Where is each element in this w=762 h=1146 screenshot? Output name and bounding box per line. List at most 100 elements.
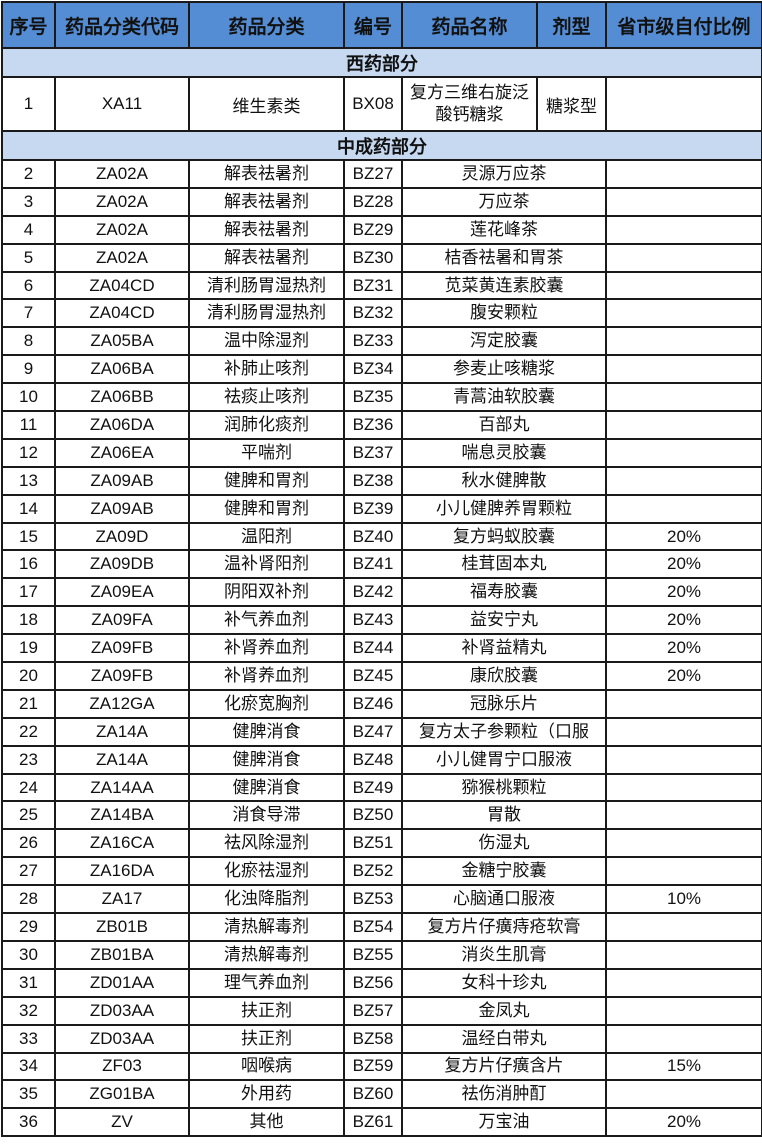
table-row: 10 ZA06BB 祛痰止咳剂 BZ35 青蒿油软胶囊 (1, 382, 762, 413)
cell-category-code: ZA06BA (54, 354, 190, 385)
cell-no: 12 (1, 437, 56, 468)
table-row: 35 ZG01BA 外用药 BZ60 祛伤消肿酊 (1, 1079, 762, 1110)
cell-category: 理气养血剂 (188, 967, 345, 998)
table-row: 23 ZA14A 健脾消食 BZ48 小儿健胃宁口服液 (1, 744, 762, 775)
cell-no: 7 (1, 298, 56, 329)
cell-category: 健脾消食 (188, 772, 345, 803)
cell-category-code: ZD03AA (54, 1023, 190, 1054)
cell-category-code: ZA09FB (54, 661, 190, 691)
cell-drug-name: 灵源万应茶 (401, 159, 607, 189)
table-row: 18 ZA09FA 补气养血剂 BZ43 益安宁丸 20% (1, 605, 762, 636)
section-title-western: 西药部分 (1, 47, 762, 78)
table-row: 27 ZA16DA 化瘀祛湿剂 BZ52 金糖宁胶囊 (1, 856, 762, 887)
cell-category: 健脾消食 (188, 716, 345, 747)
table-row: 13 ZA09AB 健脾和胃剂 BZ38 秋水健脾散 (1, 465, 762, 496)
header-self-pay-ratio: 省市级自付比例 (605, 1, 762, 49)
header-drug-name: 药品名称 (401, 1, 538, 49)
cell-category: 平喘剂 (188, 437, 345, 468)
cell-self-pay-ratio (605, 242, 762, 273)
cell-category-code: ZA04CD (54, 298, 190, 329)
cell-no: 2 (1, 159, 56, 189)
cell-no: 15 (1, 521, 56, 552)
cell-drug-name: 女科十珍丸 (401, 967, 607, 998)
cell-category: 清热解毒剂 (188, 912, 345, 942)
table-row: 19 ZA09FB 补肾养血剂 BZ44 补肾益精丸 20% (1, 633, 762, 664)
cell-category-code: ZA06BB (54, 382, 190, 413)
cell-id: BZ29 (343, 214, 403, 245)
table-row: 6 ZA04CD 清利肠胃湿热剂 BZ31 苋菜黄连素胶囊 (1, 270, 762, 301)
cell-no: 14 (1, 493, 56, 524)
cell-self-pay-ratio (605, 354, 762, 385)
cell-category-code: ZV (54, 1107, 190, 1138)
cell-category: 祛风除湿剂 (188, 828, 345, 859)
table-row: 33 ZD03AA 扶正剂 BZ58 温经白带丸 (1, 1023, 762, 1054)
cell-id: BZ57 (343, 995, 403, 1026)
cell-no: 1 (1, 76, 56, 132)
cell-no: 31 (1, 967, 56, 998)
cell-no: 4 (1, 214, 56, 245)
header-row: 序号 药品分类代码 药品分类 编号 药品名称 剂型 省市级自付比例 (1, 1, 762, 49)
cell-no: 20 (1, 661, 56, 691)
cell-id: BZ48 (343, 744, 403, 775)
table-row: 22 ZA14A 健脾消食 BZ47 复方太子参颗粒（口服 (1, 716, 762, 747)
table-row: 11 ZA06DA 润肺化痰剂 BZ36 百部丸 (1, 410, 762, 440)
cell-category-code: ZA14A (54, 744, 190, 775)
cell-category-code: ZA09AB (54, 493, 190, 524)
cell-category: 清热解毒剂 (188, 939, 345, 970)
cell-self-pay-ratio (605, 1023, 762, 1054)
cell-no: 28 (1, 884, 56, 915)
section-row-western: 西药部分 (1, 47, 762, 78)
cell-self-pay-ratio (605, 800, 762, 831)
cell-id: BZ44 (343, 633, 403, 664)
cell-id: BZ47 (343, 716, 403, 747)
cell-category-code: ZA09AB (54, 465, 190, 496)
cell-category-code: ZA09DB (54, 549, 190, 580)
cell-drug-name: 补肾益精丸 (401, 633, 607, 664)
cell-category: 解表祛暑剂 (188, 159, 345, 189)
cell-category: 补肺止咳剂 (188, 354, 345, 385)
cell-id: BZ60 (343, 1079, 403, 1110)
cell-self-pay-ratio (605, 465, 762, 496)
cell-no: 8 (1, 326, 56, 357)
cell-id: BZ31 (343, 270, 403, 301)
cell-id: BZ33 (343, 326, 403, 357)
cell-self-pay-ratio (605, 270, 762, 301)
cell-no: 3 (1, 186, 56, 217)
cell-id: BZ50 (343, 800, 403, 831)
cell-drug-name: 腹安颗粒 (401, 298, 607, 329)
cell-self-pay-ratio (605, 688, 762, 719)
cell-id: BZ28 (343, 186, 403, 217)
cell-category-code: ZB01B (54, 912, 190, 942)
cell-category: 健脾和胃剂 (188, 465, 345, 496)
cell-self-pay-ratio (605, 326, 762, 357)
cell-category: 温补肾阳剂 (188, 549, 345, 580)
cell-no: 16 (1, 549, 56, 580)
cell-id: BZ30 (343, 242, 403, 273)
cell-self-pay-ratio: 20% (605, 1107, 762, 1138)
cell-drug-name: 喘息灵胶囊 (401, 437, 607, 468)
cell-self-pay-ratio: 20% (605, 605, 762, 636)
cell-category: 清利肠胃湿热剂 (188, 298, 345, 329)
cell-category-code: ZA09EA (54, 577, 190, 608)
cell-category-code: ZA14AA (54, 772, 190, 803)
table-row: 31 ZD01AA 理气养血剂 BZ56 女科十珍丸 (1, 967, 762, 998)
cell-category: 补肾养血剂 (188, 661, 345, 691)
cell-category: 清利肠胃湿热剂 (188, 270, 345, 301)
cell-self-pay-ratio: 20% (605, 577, 762, 608)
cell-drug-name: 桔香祛暑和胃茶 (401, 242, 607, 273)
cell-category-code: ZA17 (54, 884, 190, 915)
cell-id: BZ46 (343, 688, 403, 719)
cell-no: 24 (1, 772, 56, 803)
cell-dosage-form: 糖浆型 (536, 76, 607, 132)
cell-id: BZ42 (343, 577, 403, 608)
section-row-tcm: 中成药部分 (1, 130, 762, 161)
cell-self-pay-ratio (605, 716, 762, 747)
table-row: 3 ZA02A 解表祛暑剂 BZ28 万应茶 (1, 186, 762, 217)
cell-category: 健脾和胃剂 (188, 493, 345, 524)
cell-no: 11 (1, 410, 56, 440)
header-dosage-form: 剂型 (536, 1, 607, 49)
cell-no: 29 (1, 912, 56, 942)
cell-no: 9 (1, 354, 56, 385)
cell-id: BZ56 (343, 967, 403, 998)
cell-category: 补气养血剂 (188, 605, 345, 636)
